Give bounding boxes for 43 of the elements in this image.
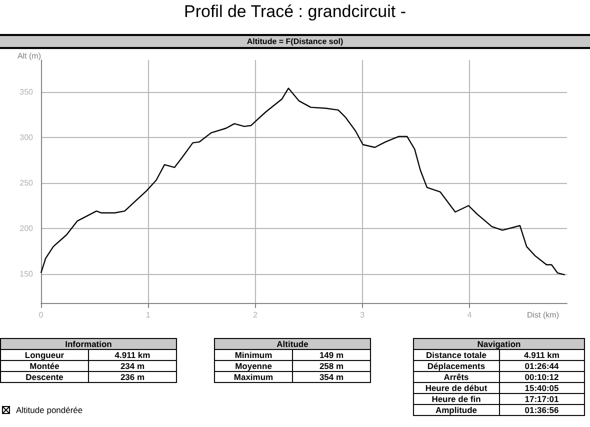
text: 4.911 km [88,350,176,360]
chart-title: Profil de Tracé : grandcircuit - [182,1,408,23]
y-tick-label: 300 [20,132,34,142]
x-tick-label: 0 [38,310,44,320]
text: Arrêts [414,372,499,382]
text: Montée [0,360,88,372]
text: Longueur [0,350,88,360]
text: 01:26:44 [499,360,584,372]
text: 354 m [292,372,370,382]
y-tick-label: 150 [20,269,34,278]
text: Déplacements [414,360,499,372]
text: Heure de début [414,382,499,394]
text: 01:36:56 [499,404,584,416]
chart-subtitle: Altitude = F(Distance sol) [0,34,590,49]
line-series [40,88,566,276]
y-axis-title: Alt (m) [17,52,42,60]
text: Descente [0,372,88,382]
text: Information [0,338,176,350]
x-tick-label: 3 [360,310,366,320]
text: Navigation [414,338,584,350]
text: 149 m [292,350,370,360]
text: Minimum [214,350,292,360]
text: Amplitude [414,404,499,416]
x-tick-label: 1 [146,310,151,320]
y-tick-label: 350 [20,87,34,96]
text: Distance totale [414,350,499,360]
y-tick-label: 250 [20,178,34,188]
text: 234 m [88,360,176,372]
text: Maximum [214,372,292,382]
text: 17:17:01 [499,394,584,404]
text: 15:40:05 [499,382,584,394]
text: 00:10:12 [499,372,584,382]
text: 258 m [292,360,370,372]
text: Moyenne [214,360,292,372]
text: 236 m [88,372,176,382]
x-axis-title: Dist (km) [527,310,560,320]
x-tick-label: 4 [467,310,472,320]
text: Altitude pondérée [16,405,83,415]
text: Altitude [214,338,370,350]
text: 4.911 km [499,350,584,360]
text: Heure de fin [414,394,499,404]
y-tick-label: 200 [20,224,34,233]
x-tick-label: 2 [253,310,258,320]
